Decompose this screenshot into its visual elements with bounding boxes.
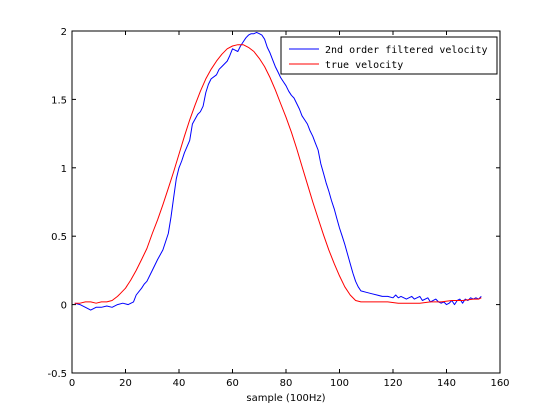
x-tick-label: 160 — [490, 378, 509, 389]
y-tick-label: 2 — [61, 27, 67, 38]
x-tick-label: 100 — [330, 378, 349, 389]
y-tick-label: 1.5 — [51, 95, 67, 106]
y-tick-label: -0.5 — [47, 369, 67, 380]
x-tick-label: 20 — [119, 378, 132, 389]
series-layer — [74, 31, 482, 311]
plot-area — [71, 30, 501, 374]
x-tick-label: 0 — [69, 378, 75, 389]
legend-box — [280, 36, 498, 75]
legend-label: true velocity — [325, 60, 403, 71]
x-tick-label: 140 — [437, 378, 456, 389]
ticks-layer: 0 20 40 60 80 100 120 140 160-0.500.511.52 — [47, 27, 509, 389]
x-tick-label: 120 — [383, 378, 402, 389]
legend-label: 2nd order filtered velocity — [325, 45, 488, 56]
axes-box — [71, 30, 501, 374]
x-axis-label: sample (100Hz) — [246, 393, 325, 404]
x-tick-label: 60 — [226, 378, 239, 389]
y-tick-label: 1 — [61, 164, 67, 175]
x-tick-label: 40 — [173, 378, 186, 389]
y-tick-label: 0 — [61, 301, 67, 312]
x-tick-label: 80 — [280, 378, 293, 389]
true-velocity-line — [74, 44, 482, 304]
legend: 2nd order filtered velocity true velocity — [280, 36, 498, 75]
filtered-velocity-line — [74, 31, 482, 311]
y-tick-label: 0.5 — [51, 232, 67, 243]
